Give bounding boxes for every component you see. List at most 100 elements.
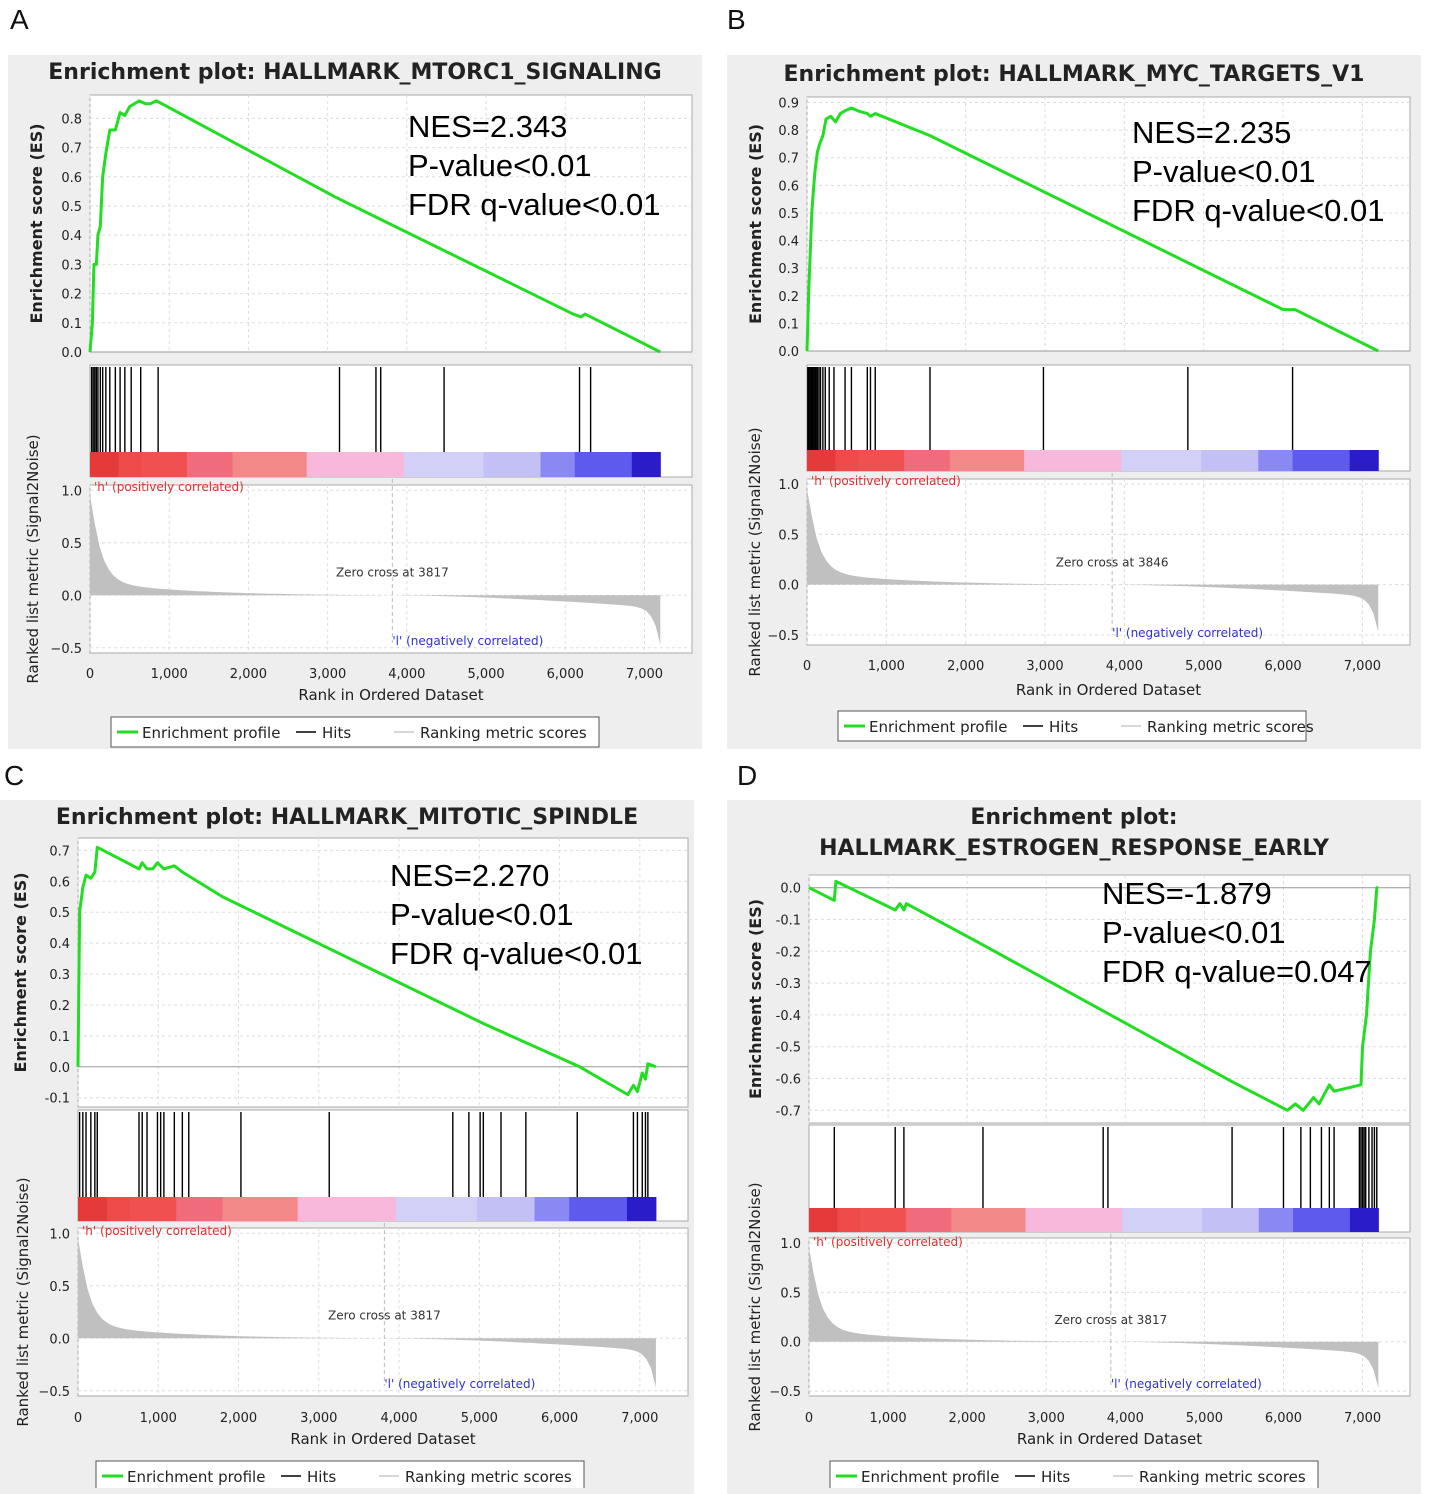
enrichment-profile-line [805, 106, 1379, 353]
legend-ranking-label: Ranking metric scores [420, 724, 587, 742]
rank-plot-area [77, 1227, 689, 1397]
es-tick-label: -0.1 [776, 914, 801, 929]
enrichment-profile-line [808, 879, 1379, 1112]
x-tick-label: 7,000 [621, 1411, 658, 1426]
es-tick-label: 0.8 [61, 112, 82, 127]
rank-axis-label: Ranked list metric (Signal2Noise) [24, 434, 42, 683]
rank-color-band [297, 1197, 397, 1221]
enrichment-panel-c: Enrichment plot: HALLMARK_MITOTIC_SPINDL… [0, 800, 694, 1494]
es-tick-label: 0.6 [61, 171, 82, 186]
rank-tick-label: 1.0 [778, 478, 799, 493]
rank-color-band [476, 1197, 536, 1221]
chart-title-d-line-0: Enrichment plot: [970, 805, 1177, 830]
panel-letter-a: A [10, 4, 29, 35]
stat-line-1: P-value<0.01 [1102, 915, 1286, 950]
es-tick-label: 0.3 [778, 262, 799, 277]
rank-tick-label: 0.5 [61, 537, 82, 552]
rank-color-band [141, 452, 188, 477]
x-tick-label: 5,000 [467, 667, 504, 682]
es-tick-label: 0.8 [778, 124, 799, 139]
rank-color-band [130, 1197, 177, 1221]
legend-enrichment-label: Enrichment profile [127, 1468, 265, 1486]
negative-correlation-label: 'l' (negatively correlated) [384, 1377, 535, 1391]
rank-plot-area [808, 1237, 1411, 1397]
es-tick-label: 0.2 [61, 288, 82, 303]
rank-tick-label: 0.0 [49, 1332, 70, 1347]
x-tick-label: 2,000 [947, 659, 984, 674]
x-tick-label: 0 [805, 1411, 813, 1426]
stat-line-1: P-value<0.01 [1132, 154, 1316, 189]
legend-box [95, 1460, 585, 1488]
rank-tick-label: 0.0 [780, 1336, 801, 1351]
rank-tick-label: 0.5 [780, 1286, 801, 1301]
es-tick-label: 0.4 [778, 235, 799, 250]
es-axis-label: Enrichment score (ES) [746, 124, 765, 324]
x-tick-label: 4,000 [1106, 659, 1143, 674]
rank-color-band [540, 452, 576, 477]
stat-line-0: NES=-1.879 [1102, 876, 1272, 911]
rank-color-band [306, 452, 405, 477]
es-tick-label: -0.3 [776, 977, 801, 992]
es-tick-label: 0.0 [49, 1061, 70, 1076]
es-axis-label: Enrichment score (ES) [11, 872, 30, 1072]
es-tick-label: 0.9 [778, 97, 799, 112]
es-tick-label: 0.7 [49, 844, 70, 859]
rank-tick-label: 0.5 [778, 528, 799, 543]
chart-title-c-line-0: Enrichment plot: HALLMARK_MITOTIC_SPINDL… [56, 805, 638, 830]
es-tick-label: 0.5 [49, 906, 70, 921]
legend: Enrichment profile Hits Ranking metric sco… [110, 716, 600, 748]
enrichment-chart-d: Enrichment plot: HALLMARK_ESTROGEN_RESPON… [746, 805, 1411, 1488]
legend-hits-label: Hits [1041, 1468, 1070, 1486]
stat-line-1: P-value<0.01 [390, 897, 574, 932]
enrichment-panel-d: Enrichment plot: HALLMARK_ESTROGEN_RESPON… [727, 800, 1421, 1494]
stat-line-2: FDR q-value<0.01 [1132, 193, 1384, 228]
es-tick-label: -0.4 [776, 1009, 801, 1024]
rank-tick-label: 0.5 [49, 1280, 70, 1295]
x-tick-label: 7,000 [1344, 1411, 1381, 1426]
rank-tick-label: −0.5 [50, 642, 82, 657]
rank-color-band [809, 1208, 838, 1232]
x-axis-label: Rank in Ordered Dataset [290, 1430, 475, 1448]
chart-title-b-line-0: Enrichment plot: HALLMARK_MYC_TARGETS_V1 [784, 62, 1365, 87]
x-tick-label: 3,000 [1028, 1411, 1065, 1426]
es-tick-label: 0.0 [780, 882, 801, 897]
rank-tick-label: 1.0 [49, 1227, 70, 1242]
positive-correlation-label: 'h' (positively correlated) [82, 1224, 232, 1238]
es-tick-label: 0.6 [49, 875, 70, 890]
legend-hits-label: Hits [1049, 718, 1078, 736]
legend-ranking-label: Ranking metric scores [1139, 1468, 1306, 1486]
x-tick-label: 4,000 [388, 667, 425, 682]
rank-tick-label: −0.5 [769, 1385, 801, 1400]
zero-cross-label: Zero cross at 3817 [1054, 1313, 1167, 1327]
rank-color-band [951, 1208, 1026, 1232]
legend: Enrichment profile Hits Ranking metric sco… [837, 710, 1314, 742]
rank-tick-label: −0.5 [767, 629, 799, 644]
rank-color-band [1258, 1208, 1294, 1232]
x-tick-label: 5,000 [1186, 1411, 1223, 1426]
rank-color-band [1025, 1208, 1123, 1232]
es-tick-label: 0.3 [61, 258, 82, 273]
rank-color-band [534, 1197, 570, 1221]
stat-line-2: FDR q-value=0.047 [1102, 954, 1372, 989]
rank-color-band [858, 450, 905, 471]
negative-correlation-label: 'l' (negatively correlated) [392, 634, 543, 648]
legend-enrichment-label: Enrichment profile [861, 1468, 999, 1486]
rank-color-band [569, 1197, 628, 1221]
es-tick-label: -0.2 [776, 945, 801, 960]
rank-color-band [1024, 450, 1122, 471]
es-tick-label: 0.1 [49, 1030, 70, 1045]
legend-box [837, 710, 1307, 742]
x-tick-label: 1,000 [868, 659, 905, 674]
x-tick-label: 1,000 [151, 667, 188, 682]
positive-correlation-label: 'h' (positively correlated) [813, 1235, 963, 1249]
x-tick-label: 6,000 [1265, 1411, 1302, 1426]
zero-cross-label: Zero cross at 3846 [1056, 556, 1169, 570]
legend-hits-label: Hits [322, 724, 351, 742]
zero-cross-label: Zero cross at 3817 [328, 1308, 441, 1322]
es-tick-label: 0.3 [49, 968, 70, 983]
legend-ranking-label: Ranking metric scores [1147, 718, 1314, 736]
rank-color-band [904, 450, 951, 471]
rank-color-band [860, 1208, 907, 1232]
x-tick-label: 4,000 [380, 1411, 417, 1426]
rank-color-band [222, 1197, 299, 1221]
